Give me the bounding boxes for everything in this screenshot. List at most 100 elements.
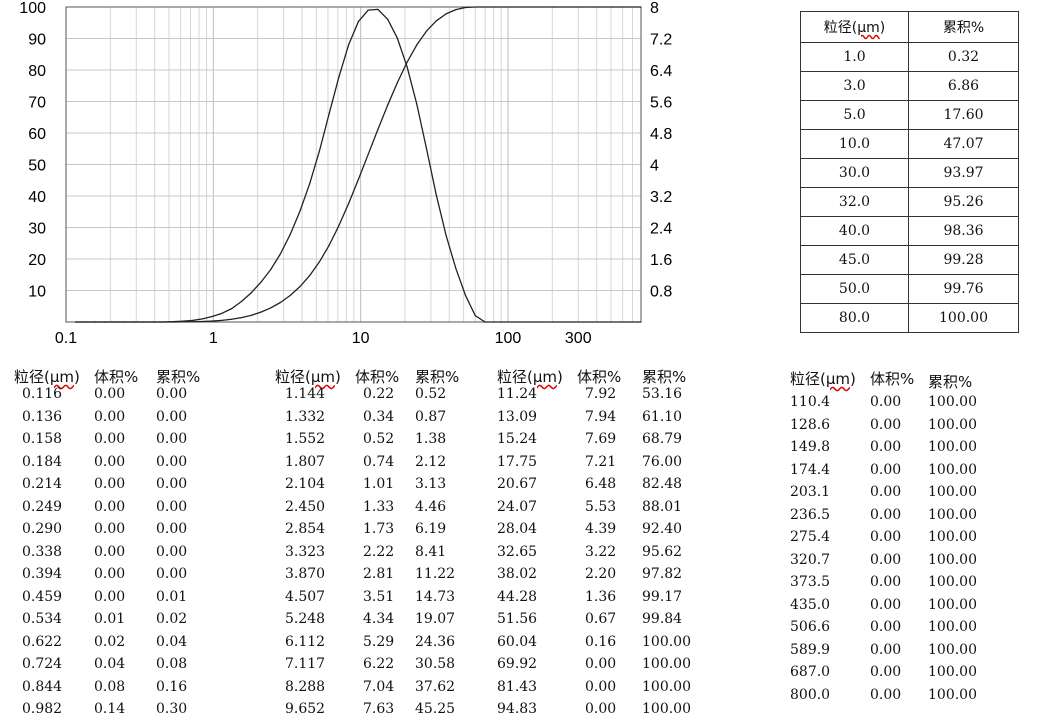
- cell-cumulative: 100.00: [928, 619, 977, 635]
- data-point: [416, 103, 418, 105]
- cell-cumulative: 0.02: [156, 611, 188, 627]
- cell-size: 0.338: [22, 543, 63, 560]
- y-left-tick-label: 10: [28, 284, 46, 301]
- cell-volume: 0.08: [94, 678, 126, 695]
- cell-cumulative: 30.58: [415, 656, 456, 672]
- data-point: [630, 321, 632, 323]
- data-point: [143, 321, 145, 323]
- cell-cumulative: 88.01: [642, 498, 683, 515]
- data-point: [523, 6, 525, 8]
- cell-size: 6.112: [285, 633, 326, 650]
- block-header: 粒径(μm) 体积% 累积%: [790, 368, 1020, 392]
- summary-size-cell: 30.0: [800, 158, 909, 188]
- cell-cumulative: 100.00: [642, 678, 691, 695]
- cell-cumulative: 92.40: [642, 521, 683, 537]
- cell-volume: 0.00: [94, 588, 126, 605]
- data-point: [250, 292, 252, 294]
- cell-size: 20.67: [497, 476, 538, 492]
- cell-volume: 0.00: [94, 498, 126, 515]
- cell-size: 0.724: [22, 656, 63, 672]
- data-point: [114, 321, 116, 323]
- data-point: [201, 320, 204, 323]
- summary-header-size: 粒径(μm): [800, 11, 909, 43]
- x-tick-label: 10: [352, 330, 370, 347]
- cell-size: 2.104: [285, 476, 326, 492]
- data-point: [572, 6, 574, 8]
- cell-cumulative: 0.00: [156, 408, 188, 425]
- data-point: [406, 61, 408, 63]
- data-point: [338, 76, 340, 78]
- cell-cumulative: 68.79: [642, 431, 683, 447]
- cell-size: 236.5: [790, 506, 831, 523]
- cell-volume: 0.00: [870, 506, 902, 523]
- cell-size: 17.75: [497, 453, 538, 470]
- cell-size: 110.4: [790, 394, 831, 410]
- cell-cumulative: 0.87: [415, 408, 447, 425]
- cell-volume: 0.00: [870, 529, 902, 545]
- cumulative-summary-table: 粒径(μm) 累积% 1.0 0.32 3.0 6.86 5.0 17.60 10.0 47.…: [800, 11, 1019, 333]
- data-point: [289, 233, 291, 236]
- cell-size: 0.136: [22, 408, 63, 425]
- data-point: [309, 275, 311, 277]
- cell-size: 0.184: [22, 453, 63, 470]
- cell-size: 1.144: [285, 386, 326, 402]
- data-point: [299, 286, 301, 288]
- cell-volume: 7.63: [363, 701, 395, 717]
- summary-size-cell: 80.0: [800, 303, 909, 333]
- cell-cumulative: 4.46: [415, 498, 447, 515]
- y-right-tick-label: 5.6: [650, 95, 672, 112]
- data-point: [445, 13, 447, 15]
- data-point: [250, 314, 252, 316]
- y-right-tick-label: 2.4: [650, 221, 672, 238]
- summary-cum-cell: 47.07: [908, 129, 1019, 159]
- cell-cumulative: 76.00: [642, 453, 683, 470]
- cell-size: 1.332: [285, 408, 326, 425]
- cell-cumulative: 100.00: [928, 439, 977, 455]
- cell-size: 13.09: [497, 408, 538, 425]
- y-left-tick-label: 20: [28, 252, 46, 269]
- cell-size: 0.214: [22, 476, 63, 492]
- cell-cumulative: 82.48: [642, 476, 683, 492]
- y-right-tick-label: 6.4: [650, 63, 672, 80]
- data-point: [192, 321, 194, 323]
- cell-volume: 1.01: [363, 476, 395, 492]
- summary-cum-cell: 17.60: [908, 100, 1019, 130]
- data-point: [406, 66, 408, 68]
- data-point: [611, 321, 613, 323]
- data-point: [338, 225, 340, 227]
- cell-volume: 7.92: [585, 386, 617, 402]
- summary-size-cell: 32.0: [800, 187, 909, 217]
- data-point: [640, 6, 642, 8]
- cell-size: 320.7: [790, 551, 831, 568]
- data-block-4: 粒径(μm) 体积% 累积% 110.4 0.00 100.00 128.6 0.00 100.…: [790, 368, 1020, 703]
- data-point: [357, 178, 359, 181]
- data-point: [94, 321, 96, 323]
- data-point: [484, 321, 486, 323]
- cell-size: 435.0: [790, 596, 831, 613]
- cell-cumulative: 14.73: [415, 588, 456, 605]
- y-right-tick-label: 8: [650, 0, 659, 17]
- data-point: [123, 321, 125, 323]
- cell-cumulative: 0.00: [156, 386, 188, 402]
- data-point: [455, 267, 457, 270]
- data-point: [318, 150, 320, 152]
- cell-size: 0.290: [22, 521, 63, 537]
- summary-cum-cell: 100.00: [908, 303, 1019, 333]
- y-right-tick-label: 1.6: [650, 252, 672, 269]
- data-point: [299, 210, 301, 212]
- cell-volume: 0.00: [870, 664, 902, 680]
- cell-size: 5.248: [285, 611, 326, 627]
- cell-cumulative: 0.00: [156, 543, 188, 560]
- cell-cumulative: 99.84: [642, 611, 683, 627]
- cell-size: 11.24: [497, 386, 538, 402]
- cell-volume: 7.69: [585, 431, 617, 447]
- summary-size-cell: 10.0: [800, 129, 909, 159]
- cell-volume: 1.73: [363, 521, 395, 537]
- cell-volume: 0.00: [585, 678, 617, 695]
- cell-size: 2.450: [285, 498, 326, 515]
- data-point: [630, 6, 632, 8]
- data-point: [591, 6, 593, 8]
- header-size: 粒径(μm): [790, 370, 856, 388]
- data-point: [601, 6, 603, 8]
- cell-cumulative: 0.16: [156, 678, 188, 695]
